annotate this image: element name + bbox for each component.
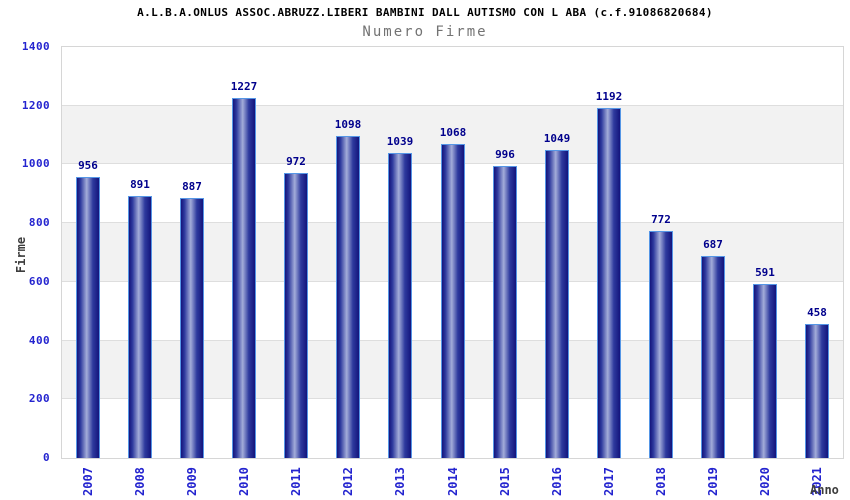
bar-2018 [649,231,673,458]
bar-value-label: 1192 [595,90,623,103]
bar-value-label: 887 [182,180,202,193]
bar-2010 [232,98,256,458]
x-tick-label-2009: 2009 [185,467,199,496]
y-tick-label: 800 [28,216,50,229]
y-tick-label: 0 [42,451,50,464]
bar-2009 [180,198,204,458]
bar-value-label: 956 [78,159,98,172]
bar-value-label: 972 [286,155,306,168]
bar-value-label: 1227 [230,80,258,93]
x-tick-label-2018: 2018 [654,467,668,496]
x-tick-label-2014: 2014 [446,467,460,496]
y-axis-title: Firme [14,236,28,274]
bar-value-label: 1039 [386,135,414,148]
x-tick-label-2013: 2013 [393,467,407,496]
bar-value-label: 458 [807,306,827,319]
y-tick-label: 600 [28,275,50,288]
bar-2013 [388,153,412,458]
bar-value-label: 996 [495,148,515,161]
bar-value-label: 1049 [543,132,571,145]
bar-2016 [545,150,569,458]
bar-2008 [128,196,152,458]
bar-2019 [701,256,725,458]
x-tick-label-2017: 2017 [602,467,616,496]
x-tick-label-2011: 2011 [289,467,303,496]
bar-value-label: 772 [651,213,671,226]
y-tick-label: 1000 [21,157,50,170]
bar-value-label: 891 [130,178,150,191]
bar-2021 [805,324,829,458]
bar-2017 [597,108,621,458]
bar-value-label: 687 [703,238,723,251]
bar-value-label: 1098 [334,118,362,131]
x-tick-label-2015: 2015 [498,467,512,496]
bar-2012 [336,136,360,458]
bar-2011 [284,173,308,458]
chart-title: A.L.B.A.ONLUS ASSOC.ABRUZZ.LIBERI BAMBIN… [137,6,713,19]
bar-2014 [441,144,465,458]
x-tick-label-2019: 2019 [706,467,720,496]
x-tick-label-2016: 2016 [550,467,564,496]
x-tick-label-2008: 2008 [133,467,147,496]
y-tick-label: 400 [28,334,50,347]
bar-2020 [753,284,777,458]
x-tick-label-2010: 2010 [237,467,251,496]
x-axis-title: Anno [810,483,839,497]
y-tick-label: 1400 [21,40,50,53]
bar-value-label: 1068 [439,126,467,139]
bar-2007 [76,177,100,458]
plot-area: 956 891 887 1227 972 1098 1039 1068 996 1049 1192 7… [61,46,844,459]
x-tick-label-2012: 2012 [341,467,355,496]
y-tick-label: 1200 [21,99,50,112]
plot-band [62,47,843,106]
bar-2015 [493,166,517,458]
x-tick-label-2007: 2007 [81,467,95,496]
y-tick-label: 200 [28,392,50,405]
chart-subtitle: Numero Firme [362,24,488,40]
x-tick-label-2020: 2020 [758,467,772,496]
bar-value-label: 591 [755,266,775,279]
